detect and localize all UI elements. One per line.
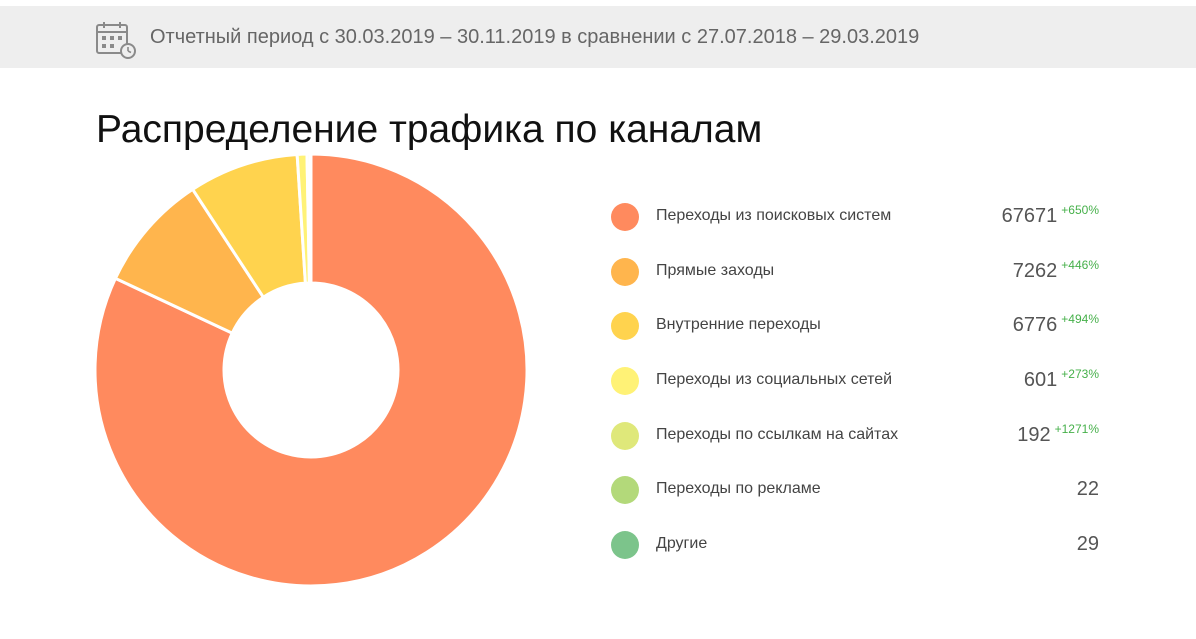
legend-color-dot <box>611 531 639 560</box>
legend-value: 6776 <box>1012 314 1058 337</box>
legend-change-percent: +273% <box>1061 367 1099 382</box>
legend-color-dot <box>611 312 639 341</box>
legend-value: 192 <box>1017 423 1051 446</box>
report-period-bar: Отчетный период с 30.03.2019 – 30.11.201… <box>0 6 1196 68</box>
legend-label: Переходы по рекламе <box>656 480 821 498</box>
legend-change-percent: +494% <box>1061 312 1099 327</box>
legend-value-group: 192 +1271% <box>1017 421 1099 447</box>
legend-change-percent: +650% <box>1061 203 1099 217</box>
legend-value-group: 67671 +650% <box>1001 203 1099 228</box>
legend-item[interactable]: Переходы из поисковых систем 67671 +650% <box>607 190 1107 245</box>
legend-value-group: 601 +273% <box>1023 367 1099 392</box>
donut-chart <box>93 152 529 588</box>
legend-value-group: 7262 +446% <box>1012 257 1099 283</box>
legend-item[interactable]: Другие 29 <box>607 518 1107 573</box>
legend-item[interactable]: Переходы из социальных сетей 601 +273% <box>607 354 1107 409</box>
legend-label: Другие <box>656 535 708 553</box>
legend-label: Переходы по ссылкам на сайтах <box>656 425 899 443</box>
chart-legend: Переходы из поисковых систем 67671 +650% Пр… <box>607 190 1107 573</box>
legend-item[interactable]: Переходы по ссылкам на сайтах 192 +1271% <box>607 409 1107 464</box>
legend-value: 7262 <box>1012 259 1058 282</box>
legend-value: 601 <box>1023 369 1058 392</box>
legend-label: Прямые заходы <box>656 261 775 279</box>
legend-label: Внутренние переходы <box>656 316 821 334</box>
legend-value: 29 <box>1076 533 1099 556</box>
legend-change-percent: +1271% <box>1054 421 1099 436</box>
legend-color-dot <box>611 257 639 286</box>
legend-color-dot <box>611 476 639 505</box>
legend-item[interactable]: Переходы по рекламе 22 <box>607 463 1107 518</box>
legend-value: 67671 <box>1001 205 1058 227</box>
chart-title: Распределение трафика по каналам <box>96 108 763 151</box>
legend-item[interactable]: Внутренние переходы 6776 +494% <box>607 299 1107 354</box>
legend-item[interactable]: Прямые заходы 7262 +446% <box>607 245 1107 300</box>
legend-color-dot <box>611 421 639 450</box>
donut-slice-1[interactable] <box>93 152 529 588</box>
legend-color-dot <box>611 203 639 231</box>
legend-change-percent: +446% <box>1061 257 1099 272</box>
legend-value-group: 29 <box>1077 533 1099 556</box>
legend-value-group: 22 <box>1077 478 1099 501</box>
legend-value-group: 6776 +494% <box>1012 312 1099 337</box>
report-period-text: Отчетный период с 30.03.2019 – 30.11.201… <box>150 26 920 48</box>
calendar-clock-icon <box>96 22 136 59</box>
legend-value: 22 <box>1076 478 1099 501</box>
legend-label: Переходы из социальных сетей <box>656 371 893 389</box>
legend-color-dot <box>611 367 639 396</box>
legend-label: Переходы из поисковых систем <box>656 207 892 224</box>
